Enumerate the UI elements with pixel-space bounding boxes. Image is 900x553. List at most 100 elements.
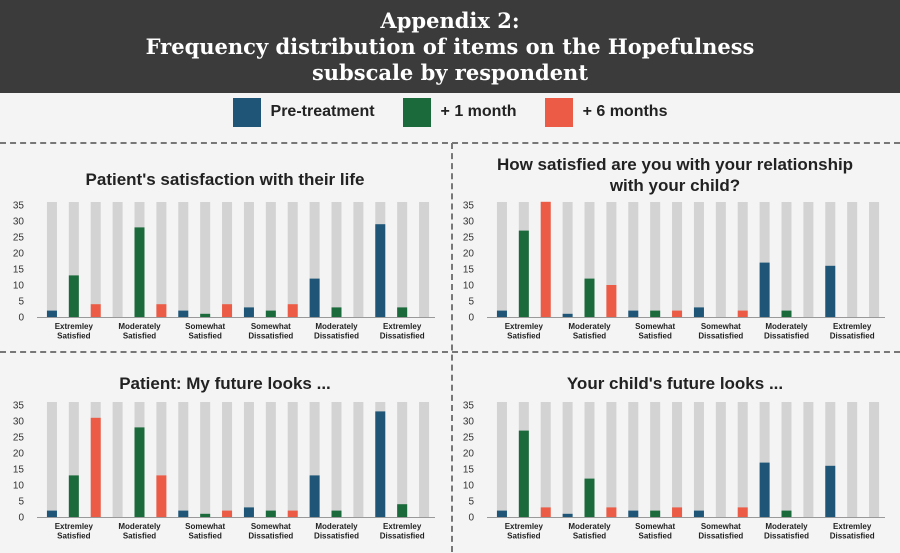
x-tick-label: Extremley Satisfied [55,322,94,341]
bar [375,411,386,517]
bar [650,310,661,317]
gridline-stripe [200,402,211,517]
y-tick-label: 20 [13,249,25,260]
legend: Pre-treatment + 1 month + 6 months [0,96,900,128]
chart-title: Patient: My future looks ... [119,374,331,393]
gridline-stripe [178,202,189,317]
x-tick-label: Somewhat Satisfied [185,322,225,341]
gridline-stripe [584,202,595,317]
divider-middle [0,351,900,353]
gridline-stripe [419,202,430,317]
gridline-stripe [715,202,726,317]
y-tick-label: 0 [18,513,24,524]
header-line-2: Frequency distribution of items on the H… [145,34,755,59]
x-tick-label: Somewhat Dissatisfied [698,522,743,541]
legend-label: + 1 month [440,103,517,120]
page-header: Appendix 2: Frequency distribution of it… [0,0,900,93]
gridline-stripe [737,402,748,517]
bar [90,304,101,317]
gridline-stripe [46,202,57,317]
legend-item-6-months: + 6 months [544,97,667,127]
y-tick-label: 10 [463,481,475,492]
divider-vertical [451,143,453,552]
gridline-stripe [847,202,858,317]
gridline-stripe [606,402,617,517]
x-tick-label: Moderately Dissatisfied [764,322,809,341]
y-tick-label: 35 [463,401,475,412]
divider-top [0,142,900,144]
bar [200,313,211,317]
gridline-stripe [825,202,836,317]
bar [496,510,507,517]
bar [693,307,704,317]
chart-svg: 0 5 10 15 20 25 30 35 Extremley Satisfied Moderate… [13,401,435,541]
gridline-stripe [672,402,683,517]
y-tick-label: 15 [13,265,25,276]
bar [562,513,573,517]
y-tick-label: 5 [18,497,24,508]
y-tick-label: 30 [13,217,25,228]
bar [518,430,529,517]
bar [331,510,342,517]
legend-item-1-month: + 1 month [402,97,517,127]
y-tick-label: 10 [13,281,25,292]
gridline-stripe [287,202,298,317]
gridline-stripe [90,202,101,317]
bar [287,304,298,317]
legend-swatch [232,97,261,127]
x-tick-label: Extremley Satisfied [55,522,94,541]
bar [90,417,101,517]
y-tick-label: 0 [468,313,474,324]
x-tick-label: Somewhat Satisfied [635,322,675,341]
bar [540,507,551,517]
legend-swatch [544,97,573,127]
x-tick-label: Somewhat Dissatisfied [248,322,293,341]
gridline-stripe [825,402,836,517]
gridline-stripe [540,402,551,517]
bar [309,475,320,517]
gridline-stripe [222,402,233,517]
bar [518,230,529,317]
y-tick-label: 15 [13,465,25,476]
y-tick-label: 15 [463,265,475,276]
y-tick-label: 35 [13,401,25,412]
x-tick-label: Moderately Dissatisfied [764,522,809,541]
chart-title: Your child's future looks ... [566,374,784,393]
bar [200,513,211,517]
x-tick-label: Somewhat Satisfied [635,522,675,541]
bar [156,304,167,317]
bar [672,310,683,317]
bar [287,510,298,517]
bar [825,265,836,317]
gridline-stripe [353,402,364,517]
header-line-1: Appendix 2: [380,8,520,33]
y-tick-label: 0 [18,313,24,324]
gridline-stripe [496,402,507,517]
bar [46,510,57,517]
y-tick-label: 30 [463,217,475,228]
bar [46,310,57,317]
x-tick-label: Extremley Dissatisfied [830,522,875,541]
gridline-stripe [803,202,814,317]
gridline-stripe [693,202,704,317]
bar [243,507,254,517]
chart-title: How satisfied are you with your relation… [450,154,900,196]
gridline-stripe [650,202,661,317]
bar [68,475,79,517]
bar [331,307,342,317]
gridline-stripe [737,202,748,317]
gridline-stripe [869,402,880,517]
bar [134,427,145,517]
bar [496,310,507,317]
x-tick-label: Somewhat Satisfied [185,522,225,541]
bar [222,510,233,517]
gridline-stripe [628,402,639,517]
legend-swatch [402,97,431,127]
bar [759,262,770,317]
x-tick-label: Extremley Satisfied [505,322,544,341]
y-tick-label: 30 [463,417,475,428]
bar [781,510,792,517]
gridline-stripe [200,202,211,317]
y-tick-label: 35 [463,201,475,212]
x-tick-label: Extremley Dissatisfied [380,322,425,341]
